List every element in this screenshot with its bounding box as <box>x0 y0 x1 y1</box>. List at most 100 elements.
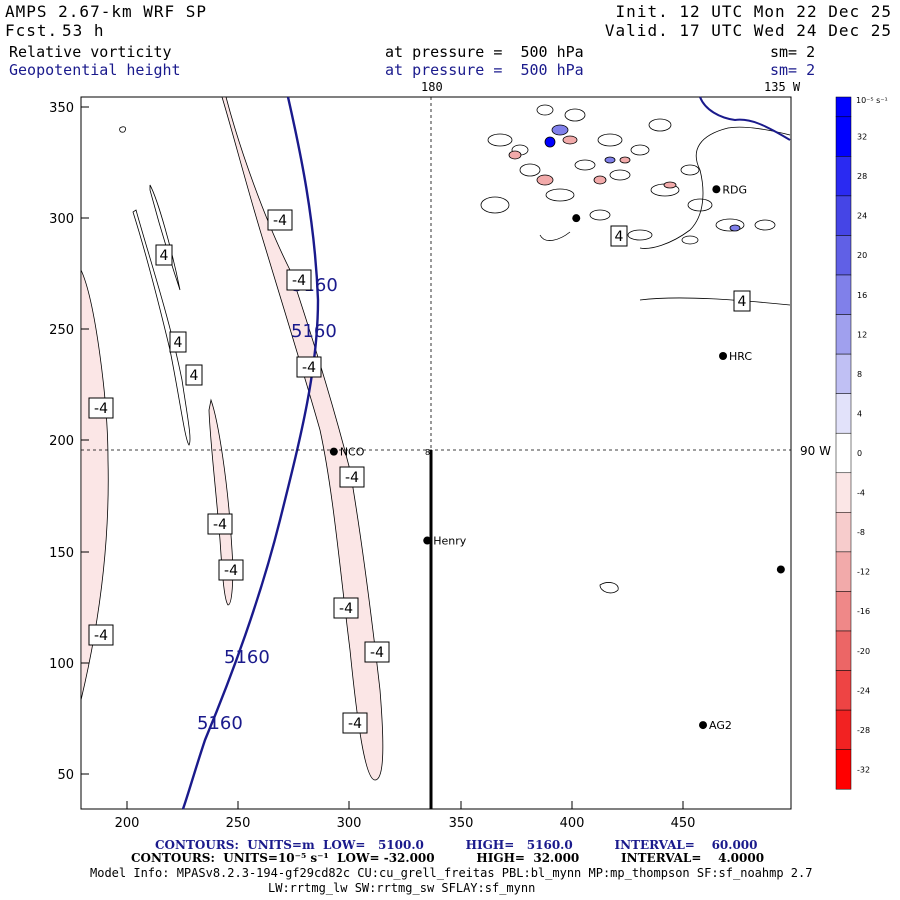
station-marker <box>776 565 785 574</box>
colorbar-segment <box>835 393 852 434</box>
svg-text:4: 4 <box>615 229 624 245</box>
colorbar-label: 16 <box>857 291 867 300</box>
vort-label-box: -4 <box>342 712 368 734</box>
svg-text:-4: -4 <box>94 401 108 417</box>
colorbar-label: 0 <box>857 449 862 458</box>
vort-label-box: -4 <box>339 466 365 488</box>
valid-time: Valid. 17 UTC Wed 24 Dec 25 <box>604 21 892 40</box>
height-contour-5160 <box>181 96 320 810</box>
lon-90w-label: 90 W <box>800 444 831 458</box>
plot-frame <box>80 96 792 810</box>
colorbar-label: 12 <box>857 330 867 339</box>
colorbar-label: -32 <box>857 765 870 774</box>
colorbar-segment <box>835 314 852 355</box>
field2-level: at pressure = 500 hPa <box>385 61 584 79</box>
x-axis-labels: 200 250 300 350 400 450 <box>115 816 696 831</box>
colorbar-segment <box>835 709 852 750</box>
x-tick-label: 400 <box>560 816 585 831</box>
height-label: 5160 <box>197 713 243 734</box>
station-marker <box>719 352 728 361</box>
vorticity-band-small <box>208 398 234 606</box>
vort-label-box: -4 <box>286 269 312 291</box>
colorbar-label: 4 <box>857 409 862 418</box>
colorbar-label: -20 <box>857 647 870 656</box>
y-tick-label: 350 <box>49 101 74 116</box>
height-label: 5160 <box>224 647 270 668</box>
x-tick-label: 350 <box>449 816 474 831</box>
field1-level: at pressure = 500 hPa <box>385 43 584 61</box>
x-tick-label: 200 <box>115 816 140 831</box>
svg-text:-4: -4 <box>370 645 384 661</box>
vort-label-box: 4 <box>155 244 173 266</box>
svg-text:-4: -4 <box>213 517 227 533</box>
station-label: HRC <box>729 350 752 363</box>
colorbar-segment <box>835 274 852 315</box>
vort-label-box: -4 <box>333 597 359 619</box>
colorbar-segment <box>835 195 852 236</box>
colorbar-segment <box>835 353 852 394</box>
colorbar-segment <box>835 96 852 118</box>
svg-text:-4: -4 <box>94 628 108 644</box>
colorbar-segment <box>835 591 852 632</box>
vort-label-box: 4 <box>733 290 751 312</box>
svg-text:4: 4 <box>174 335 183 351</box>
stations: NCO Henry HRC RDG AG2 <box>329 183 785 732</box>
svg-text:4: 4 <box>160 248 169 264</box>
colorbar-label: 20 <box>857 251 867 260</box>
y-axis-labels: 350 300 250 200 150 100 50 <box>49 101 74 783</box>
colorbar-label: -4 <box>857 489 865 498</box>
colorbar-segment <box>835 749 852 790</box>
colorbar-label: 24 <box>857 212 867 221</box>
colorbar-segment <box>835 630 852 671</box>
coastline <box>699 96 791 141</box>
colorbar-label: 28 <box>857 172 867 181</box>
lon-135w-label: 135 W <box>764 80 801 94</box>
colorbar-segment <box>835 235 852 276</box>
vort-label-box: 4 <box>185 364 203 386</box>
vort-label-box: -4 <box>88 397 114 419</box>
svg-text:-4: -4 <box>273 213 287 229</box>
colorbar-segment <box>835 432 852 474</box>
model-title: AMPS 2.67-km WRF SP <box>5 2 208 21</box>
forecast-label: Fcst. <box>5 21 59 40</box>
field2-name: Geopotential height <box>9 61 181 79</box>
station-marker <box>423 536 432 545</box>
svg-text:-4: -4 <box>345 470 359 486</box>
svg-text:-4: -4 <box>339 601 353 617</box>
colorbar-label: -28 <box>857 726 870 735</box>
colorbar-label: -16 <box>857 607 870 616</box>
svg-text:-4: -4 <box>292 273 306 289</box>
x-tick-label: 300 <box>337 816 362 831</box>
vorticity-labels: -4 -4 -4 -4 -4 -4 -4 -4 -4 -4 -4 4 4 4 4… <box>88 209 751 734</box>
model-info-2: LW:rrtmg_lw SW:rrtmg_sw SFLAY:sf_mynn <box>268 881 536 895</box>
colorbar-segment <box>835 116 852 157</box>
colorbar-label: -24 <box>857 686 870 695</box>
svg-text:-4: -4 <box>348 716 362 732</box>
vort-label-box: 4 <box>610 225 628 247</box>
colorbar-segment <box>835 512 852 553</box>
vorticity-cluster <box>480 104 776 245</box>
svg-text:-4: -4 <box>302 360 316 376</box>
colorbar-label: 8 <box>857 370 862 379</box>
height-label: 5160 <box>291 321 337 342</box>
init-time: Init. 12 UTC Mon 22 Dec 25 <box>615 2 892 21</box>
colorbar-segment <box>835 156 852 197</box>
y-tick-label: 150 <box>49 546 74 561</box>
forecast-hour: 53 h <box>62 21 105 40</box>
y-tick-label: 50 <box>57 768 74 783</box>
station-marker <box>572 214 581 223</box>
vorticity-contour-info: CONTOURS: UNITS=10⁻⁵ s⁻¹ LOW= -32.000 HI… <box>131 851 765 865</box>
axis-ticks <box>81 106 684 809</box>
vorticity-positive-contours <box>119 126 791 594</box>
vort-label-box: -4 <box>364 641 390 663</box>
vort-label-box: 4 <box>169 331 187 353</box>
colorbar: 10⁻⁵ s⁻¹ 32 28 24 20 16 12 8 4 0 -4 -8 -12 -16 -20 -24 -… <box>835 96 888 790</box>
colorbar-label: -12 <box>857 568 870 577</box>
vorticity-band-center <box>221 96 384 781</box>
colorbar-segment <box>835 472 852 513</box>
vort-label-box: -4 <box>267 209 293 231</box>
y-tick-label: 200 <box>49 434 74 449</box>
station-marker <box>712 185 721 194</box>
vort-label-box: -4 <box>296 356 322 378</box>
